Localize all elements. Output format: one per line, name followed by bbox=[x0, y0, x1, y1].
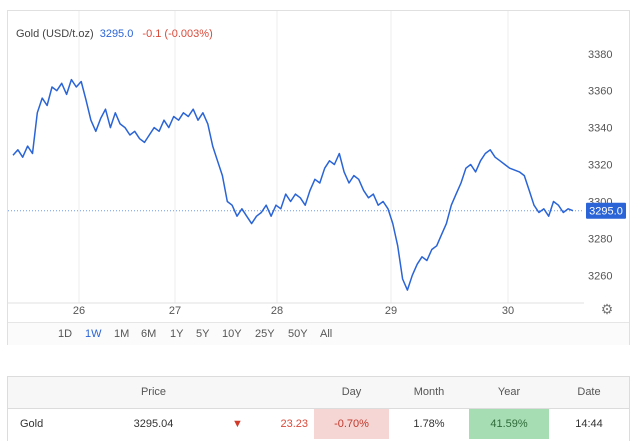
x-tick-label: 27 bbox=[169, 305, 181, 317]
header-date: Date bbox=[549, 377, 629, 409]
header-price: Price bbox=[101, 377, 206, 409]
instrument-name: Gold (USD/t.oz) bbox=[16, 28, 94, 40]
row-month: 1.78% bbox=[389, 408, 469, 439]
table-header-row: Price Day Month Year Date bbox=[8, 377, 629, 409]
row-year: 41.59% bbox=[469, 408, 549, 439]
header-year: Year bbox=[469, 377, 549, 409]
row-day: -0.70% bbox=[314, 408, 389, 439]
current-price-label: 3295.0 bbox=[589, 206, 623, 218]
period-1d[interactable]: 1D bbox=[58, 328, 73, 340]
current-price-tag bbox=[586, 202, 626, 219]
header-month: Month bbox=[389, 377, 469, 409]
period-10y[interactable]: 10Y bbox=[222, 328, 242, 340]
gear-icon[interactable]: ⚙ bbox=[600, 301, 614, 317]
period-all[interactable]: All bbox=[320, 328, 333, 340]
y-tick-label: 3320 bbox=[588, 160, 612, 172]
x-tick-label: 30 bbox=[502, 305, 514, 317]
row-date: 14:44 bbox=[575, 417, 603, 430]
y-tick-label: 3280 bbox=[588, 233, 612, 245]
x-tick-label: 29 bbox=[385, 305, 397, 317]
price-series-line bbox=[12, 78, 574, 291]
period-50y[interactable]: 50Y bbox=[288, 328, 308, 340]
quote-table: Price Day Month Year Date Gold 3295.04 ▼… bbox=[7, 376, 630, 441]
price-chart[interactable]: 26 27 28 29 30338033603340332033003280326032… bbox=[8, 11, 631, 322]
chart-title: Gold (USD/t.oz) 3295.0 -0.1 (-0.003%) bbox=[16, 28, 213, 40]
instrument-change: -0.1 (-0.003%) bbox=[142, 28, 213, 40]
period-1w[interactable]: 1W bbox=[85, 328, 102, 340]
period-25y[interactable]: 25Y bbox=[255, 328, 275, 340]
header-day: Day bbox=[314, 377, 389, 409]
period-1y[interactable]: 1Y bbox=[170, 328, 184, 340]
period-5y[interactable]: 5Y bbox=[196, 328, 210, 340]
row-change: 23.23 bbox=[280, 417, 308, 430]
down-triangle-icon: ▼ bbox=[232, 417, 243, 430]
y-tick-label: 3360 bbox=[588, 86, 612, 98]
instrument-price: 3295.0 bbox=[99, 28, 134, 40]
table-row[interactable]: Gold 3295.04 ▼ 23.23 -0.70% 1.78% 41.59%… bbox=[8, 408, 629, 439]
x-tick-label: 28 bbox=[271, 305, 283, 317]
y-tick-label: 3340 bbox=[588, 123, 612, 135]
period-1m[interactable]: 1M bbox=[114, 328, 130, 340]
chart-panel: 26 27 28 29 30 3380 3360 3340 3320 3300 3280 3260 32… bbox=[7, 10, 630, 345]
y-tick-label: 3380 bbox=[588, 49, 612, 61]
period-6m[interactable]: 6M bbox=[141, 328, 157, 340]
y-tick-label: 3260 bbox=[588, 270, 612, 282]
period-selector: 1D 1W 1M 6M 1Y 5Y 10Y 25Y 50Y All bbox=[8, 322, 629, 345]
x-tick-label: 26 bbox=[73, 305, 85, 317]
row-name[interactable]: Gold bbox=[20, 417, 44, 430]
row-price: 3295.04 bbox=[133, 417, 174, 430]
